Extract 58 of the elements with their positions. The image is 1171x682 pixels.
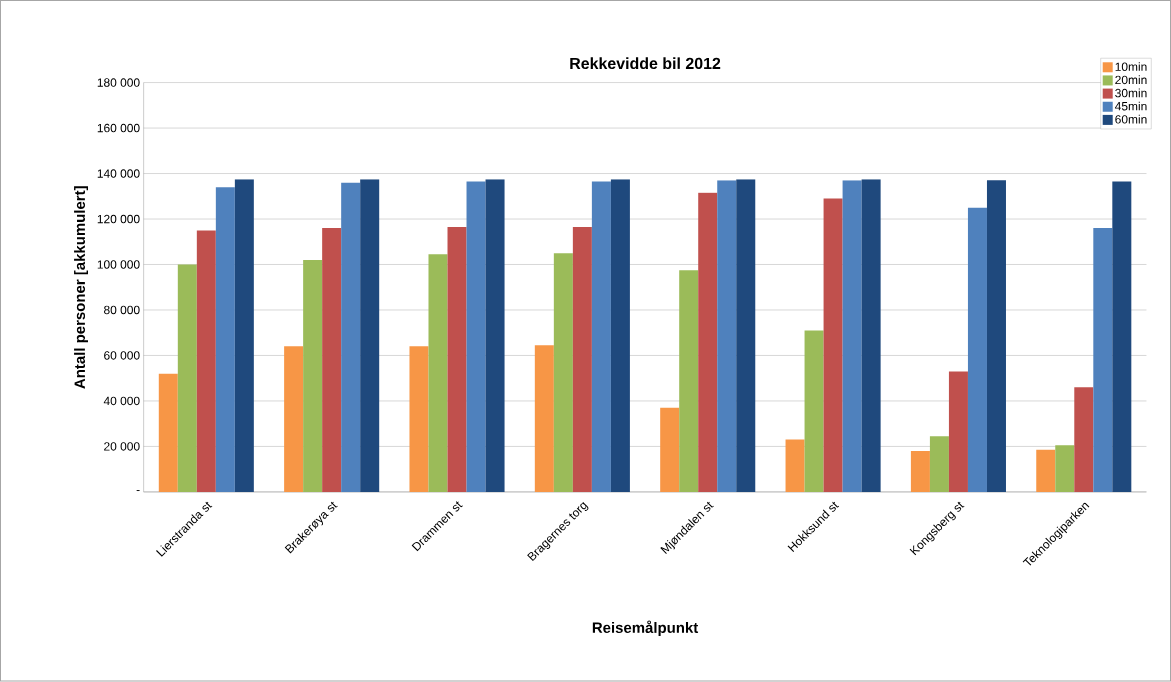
bar [1074, 387, 1094, 493]
bar [409, 346, 429, 493]
x-axis-title: Reisemålpunkt [592, 620, 699, 637]
legend-label: 20min [1115, 75, 1147, 85]
bar [572, 227, 592, 493]
y-tick-label: 100 000 [97, 260, 140, 269]
y-tick-label: 60 000 [104, 351, 140, 360]
bar [967, 207, 987, 493]
bar [986, 180, 1006, 493]
bar [360, 179, 380, 493]
bar [785, 439, 805, 493]
bar [341, 182, 361, 493]
bar [234, 179, 254, 493]
bar [284, 346, 304, 493]
chart-title: Rekkevidde bil 2012 [570, 57, 721, 70]
bar [660, 407, 680, 493]
legend-label: 60min [1115, 115, 1147, 124]
bar [322, 228, 342, 493]
bar [1036, 450, 1056, 493]
bar [861, 179, 881, 493]
bar [1093, 228, 1113, 493]
legend-label: 45min [1114, 101, 1147, 111]
bar [485, 179, 505, 493]
legend-label: 30min [1115, 88, 1147, 98]
y-tick-label: 180 000 [97, 78, 140, 87]
bar [910, 451, 930, 493]
bar [303, 260, 323, 493]
bar [591, 181, 611, 493]
y-tick-label: 120 000 [97, 214, 140, 224]
bar [929, 436, 949, 493]
bar [736, 179, 756, 493]
bar [553, 253, 573, 493]
y-tick-label: - [136, 490, 140, 492]
bar [466, 181, 486, 493]
y-tick-label: 20 000 [104, 442, 140, 451]
y-tick-label: 80 000 [104, 305, 140, 315]
bar [215, 187, 235, 493]
bar [1055, 445, 1075, 493]
bar [804, 330, 824, 493]
bar [534, 345, 554, 493]
bar [679, 270, 699, 493]
bar [842, 180, 862, 493]
bar [158, 373, 178, 493]
y-tick-label: 40 000 [103, 396, 140, 406]
bar [610, 179, 630, 493]
bar [177, 264, 197, 493]
bar [698, 193, 718, 493]
bar [447, 227, 467, 493]
bar [1112, 181, 1132, 493]
bar [717, 180, 737, 493]
bar [948, 371, 968, 493]
bar [196, 230, 216, 493]
y-tick-label: 140 000 [97, 169, 140, 178]
bar [823, 198, 843, 493]
y-tick-label: 160 000 [97, 124, 140, 133]
y-axis-title: Antall personer [akkumulert] [74, 186, 88, 389]
legend-label: 10min [1115, 62, 1147, 72]
bar [428, 254, 448, 493]
